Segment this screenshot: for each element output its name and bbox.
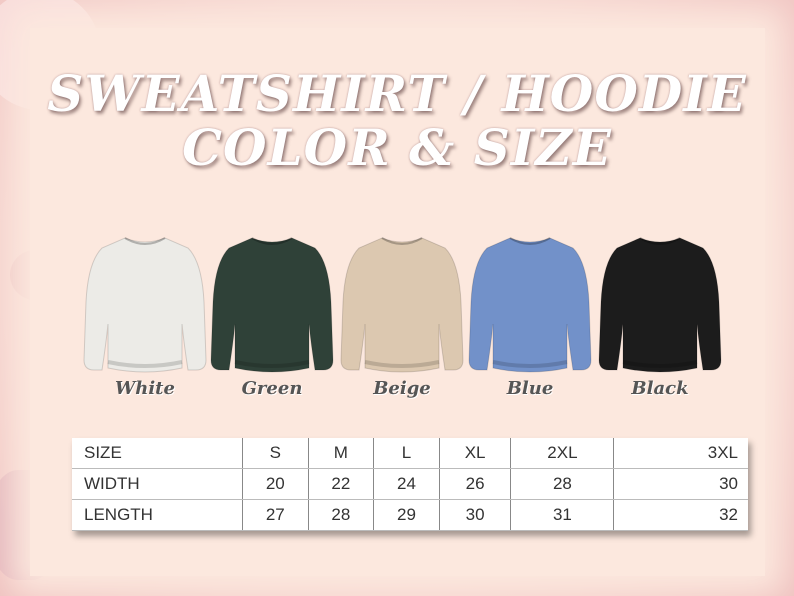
color-label: Beige bbox=[373, 378, 431, 399]
table-cell: 20 bbox=[242, 468, 309, 500]
sweatshirt-green bbox=[207, 232, 337, 380]
table-cell: XL bbox=[438, 438, 511, 469]
table-cell: 28 bbox=[307, 499, 374, 531]
table-cell: 27 bbox=[242, 499, 309, 531]
table-cell: 26 bbox=[438, 468, 511, 500]
table-cell: S bbox=[242, 438, 309, 469]
table-cell: 30 bbox=[613, 468, 748, 500]
table-cell: 24 bbox=[373, 468, 440, 500]
table-cell: L bbox=[373, 438, 440, 469]
table-cell: 3XL bbox=[613, 438, 748, 469]
table-cell: 28 bbox=[510, 468, 614, 500]
color-label: Blue bbox=[506, 378, 554, 399]
table-header-row: SIZE S M L XL 2XL 3XL bbox=[72, 438, 748, 469]
table-row: LENGTH 27 28 29 30 31 32 bbox=[72, 499, 748, 531]
table-cell: SIZE bbox=[72, 438, 243, 469]
size-table: SIZE S M L XL 2XL 3XL WIDTH 20 22 24 26 28 30 LENGTH 27… bbox=[72, 438, 748, 531]
table-cell: M bbox=[307, 438, 374, 469]
table-cell: WIDTH bbox=[72, 468, 243, 500]
color-label: Black bbox=[631, 378, 689, 399]
sweatshirt-beige bbox=[337, 232, 467, 380]
title-line-1: SWEATSHIRT / HOODIE bbox=[47, 64, 747, 123]
sweatshirt-white bbox=[80, 232, 210, 380]
table-row: WIDTH 20 22 24 26 28 30 bbox=[72, 468, 748, 500]
table-cell: 30 bbox=[438, 499, 511, 531]
table-cell: 22 bbox=[307, 468, 374, 500]
table-cell: 31 bbox=[510, 499, 614, 531]
sweatshirt-blue bbox=[465, 232, 595, 380]
table-cell: 32 bbox=[613, 499, 748, 531]
table-cell: 2XL bbox=[510, 438, 614, 469]
table-cell: 29 bbox=[373, 499, 440, 531]
color-label: Green bbox=[241, 378, 303, 399]
sweatshirt-black bbox=[595, 232, 725, 380]
color-label: White bbox=[115, 378, 175, 399]
title-line-2: COLOR & SIZE bbox=[182, 118, 612, 177]
table-cell: LENGTH bbox=[72, 499, 243, 531]
